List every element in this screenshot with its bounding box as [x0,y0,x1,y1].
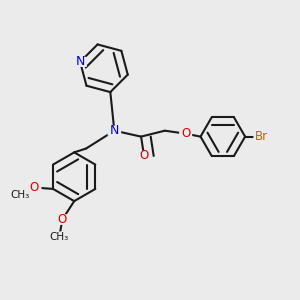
FancyBboxPatch shape [55,214,70,225]
Text: Br: Br [255,130,268,143]
Text: N: N [75,56,85,68]
FancyBboxPatch shape [73,57,87,67]
Text: CH₃: CH₃ [50,232,69,242]
FancyBboxPatch shape [179,129,192,139]
FancyBboxPatch shape [26,182,41,193]
FancyBboxPatch shape [254,131,269,142]
Text: CH₃: CH₃ [11,190,30,200]
FancyBboxPatch shape [50,231,69,242]
Text: O: O [181,127,190,140]
FancyBboxPatch shape [107,126,121,136]
Text: O: O [58,213,67,226]
Text: N: N [110,124,119,137]
Text: O: O [140,149,149,162]
Text: O: O [29,181,38,194]
FancyBboxPatch shape [137,151,151,161]
FancyBboxPatch shape [11,190,30,200]
